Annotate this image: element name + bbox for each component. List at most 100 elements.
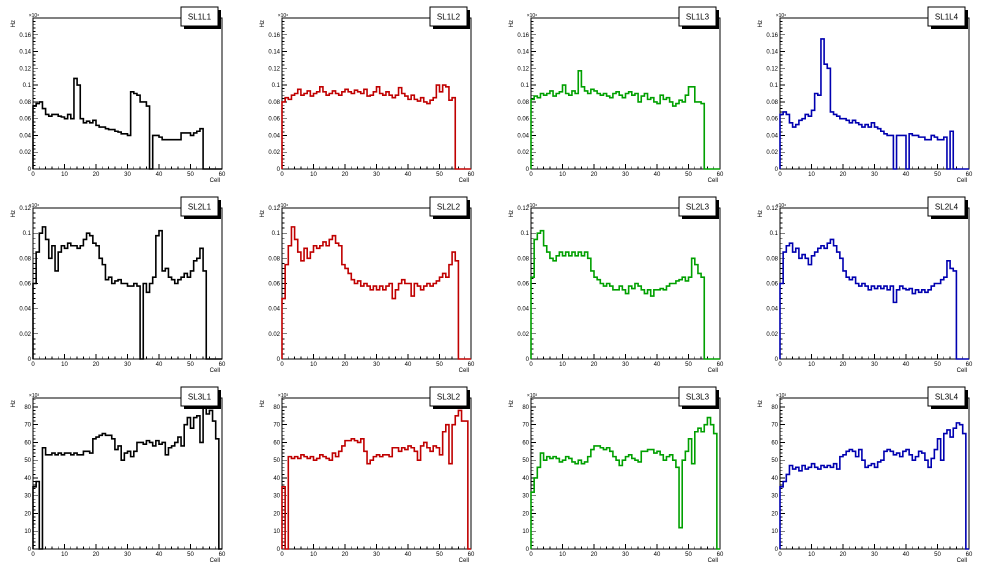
x-axis-label: Cell xyxy=(708,368,718,374)
x-tick-label: 40 xyxy=(654,362,661,368)
legend-box xyxy=(927,6,966,27)
y-tick-label: 0.12 xyxy=(766,66,778,72)
x-tick-label: 50 xyxy=(934,172,941,178)
y-tick-label: 40 xyxy=(771,476,778,482)
x-tick-label: 0 xyxy=(778,552,782,558)
y-tick-label: 20 xyxy=(771,511,778,517)
chart-panel-sl2l4: 0 10 20 30 40 50 60 0 0.02 0.04 0.06 0.08 0.1 0.12 Cel… xyxy=(747,190,996,380)
x-tick-label: 10 xyxy=(61,552,68,558)
y-tick-label: 0.08 xyxy=(766,256,778,262)
legend-box xyxy=(180,196,219,217)
x-tick-label: 40 xyxy=(405,362,412,368)
plot-frame xyxy=(530,207,721,360)
y-tick-label: 0.04 xyxy=(517,133,529,139)
y-tick-label: 0.1 xyxy=(23,231,32,237)
y-tick-label: 0 xyxy=(28,547,32,553)
x-tick-label: 0 xyxy=(778,362,782,368)
x-tick-label: 0 xyxy=(529,172,533,178)
legend-box xyxy=(678,6,717,27)
y-tick-label: 10 xyxy=(273,529,280,535)
y-tick-label: 0.04 xyxy=(268,133,280,139)
x-tick-label: 0 xyxy=(31,552,35,558)
histogram-line xyxy=(530,229,720,360)
y-tick-label: 0 xyxy=(775,547,779,553)
histogram-line xyxy=(32,226,222,360)
legend-box xyxy=(429,386,468,407)
y-tick-label: 0.12 xyxy=(517,66,529,72)
x-tick-label: 60 xyxy=(219,362,226,368)
x-tick-label: 0 xyxy=(280,172,284,178)
x-axis-label: Cell xyxy=(210,558,220,564)
legend-title: SL1L4 xyxy=(935,13,959,22)
x-tick-label: 20 xyxy=(93,172,100,178)
chart-svg: 0 10 20 30 40 50 60 0 0.02 0.04 0.06 0.08 0.1 0.12 0.1… xyxy=(11,6,226,184)
y-axis-label: Hz xyxy=(758,20,764,27)
histogram-line xyxy=(281,226,471,360)
y-tick-label: 60 xyxy=(522,440,529,446)
y-tick-label: 80 xyxy=(522,405,529,411)
y-tick-label: 40 xyxy=(273,476,280,482)
y-tick-label: 0.14 xyxy=(19,50,31,56)
x-tick-label: 10 xyxy=(559,552,566,558)
y-tick-label: 0.08 xyxy=(766,100,778,106)
legend-title: SL3L1 xyxy=(188,393,212,402)
chart-svg: 0 10 20 30 40 50 60 0 10 20 30 40 50 60 70 80 Cell Hz ×10³… xyxy=(11,386,226,564)
histogram-line xyxy=(779,38,969,170)
y-tick-label: 0.12 xyxy=(19,206,31,212)
y-tick-label: 40 xyxy=(522,476,529,482)
x-tick-label: 60 xyxy=(219,172,226,178)
x-tick-label: 10 xyxy=(808,552,815,558)
y-axis-label: Hz xyxy=(11,210,17,217)
y-tick-label: 0.04 xyxy=(517,307,529,313)
x-axis-label: Cell xyxy=(708,558,718,564)
legend-title: SL3L3 xyxy=(686,393,710,402)
legend-box xyxy=(429,6,468,27)
y-axis-exponent: ×10⁶ xyxy=(776,13,787,19)
y-tick-label: 10 xyxy=(24,529,31,535)
x-tick-label: 20 xyxy=(840,552,847,558)
y-tick-label: 20 xyxy=(522,511,529,517)
x-tick-label: 40 xyxy=(405,172,412,178)
y-tick-label: 80 xyxy=(273,405,280,411)
x-tick-label: 10 xyxy=(61,172,68,178)
x-tick-label: 30 xyxy=(622,172,629,178)
chart-panel-sl3l2: 0 10 20 30 40 50 60 0 10 20 30 40 50 60 70 80 Cell Hz ×10³… xyxy=(249,380,498,570)
x-tick-label: 60 xyxy=(966,552,973,558)
x-tick-label: 30 xyxy=(622,552,629,558)
legend-box xyxy=(678,196,717,217)
x-tick-label: 60 xyxy=(966,172,973,178)
x-tick-label: 30 xyxy=(871,362,878,368)
y-tick-label: 30 xyxy=(273,494,280,500)
histogram-line xyxy=(281,409,471,550)
x-tick-label: 40 xyxy=(903,172,910,178)
y-axis-exponent: ×10⁶ xyxy=(776,203,787,209)
y-axis-label: Hz xyxy=(509,400,515,407)
y-tick-label: 0.06 xyxy=(766,117,778,123)
chart-svg: 0 10 20 30 40 50 60 0 0.02 0.04 0.06 0.08 0.1 0.12 Cel… xyxy=(11,196,226,374)
chart-svg: 0 10 20 30 40 50 60 0 0.02 0.04 0.06 0.08 0.1 0.12 0.1… xyxy=(260,6,475,184)
y-tick-label: 20 xyxy=(24,511,31,517)
y-tick-label: 0.02 xyxy=(19,150,31,156)
plot-frame xyxy=(281,397,472,550)
y-tick-label: 0.1 xyxy=(272,83,281,89)
x-tick-label: 10 xyxy=(310,552,317,558)
y-tick-label: 20 xyxy=(273,511,280,517)
legend-box xyxy=(180,386,219,407)
y-tick-label: 0.1 xyxy=(521,231,530,237)
x-tick-label: 20 xyxy=(342,362,349,368)
y-tick-label: 0.04 xyxy=(766,307,778,313)
y-tick-label: 0.06 xyxy=(19,117,31,123)
y-tick-label: 0 xyxy=(526,167,530,173)
y-tick-label: 0.1 xyxy=(521,83,530,89)
chart-panel-sl3l4: 0 10 20 30 40 50 60 0 10 20 30 40 50 60 70 80 Cell Hz ×10³… xyxy=(747,380,996,570)
histogram-line xyxy=(779,422,969,550)
legend-title: SL1L2 xyxy=(437,13,461,22)
x-axis-label: Cell xyxy=(210,178,220,184)
y-axis-label: Hz xyxy=(260,210,266,217)
y-tick-label: 0 xyxy=(775,357,779,363)
y-tick-label: 10 xyxy=(522,529,529,535)
y-tick-label: 0.1 xyxy=(272,231,281,237)
chart-svg: 0 10 20 30 40 50 60 0 0.02 0.04 0.06 0.08 0.1 0.12 Cel… xyxy=(260,196,475,374)
x-axis-label: Cell xyxy=(957,368,967,374)
y-axis-label: Hz xyxy=(260,400,266,407)
